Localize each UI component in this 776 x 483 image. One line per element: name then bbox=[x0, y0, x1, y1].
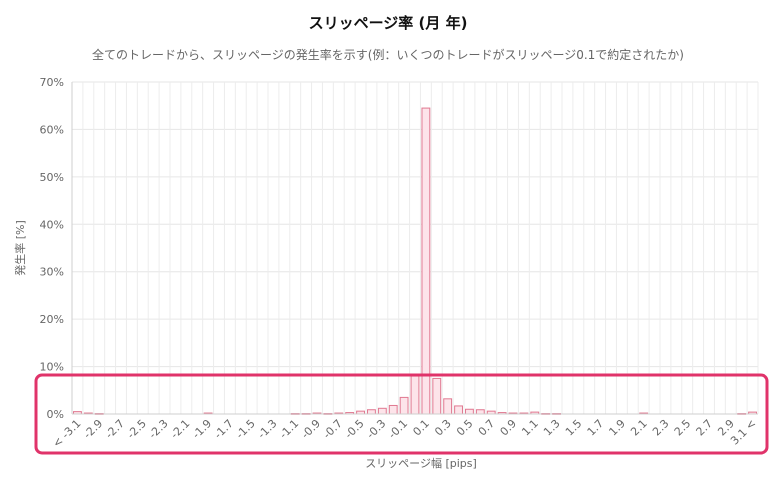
y-tick-label: 20% bbox=[40, 313, 64, 326]
x-tick-label: 1.3 bbox=[541, 417, 563, 439]
x-tick-label: 2.1 bbox=[628, 417, 650, 439]
y-tick-label: 60% bbox=[40, 123, 64, 136]
bar[interactable] bbox=[377, 407, 387, 415]
bar[interactable] bbox=[399, 396, 409, 415]
x-tick-label: 0.5 bbox=[454, 417, 476, 439]
x-tick-label: -2.7 bbox=[103, 417, 127, 441]
y-tick-label: 0% bbox=[47, 408, 64, 421]
x-tick-label: -2.5 bbox=[125, 417, 149, 441]
x-tick-label: < -3.1 bbox=[50, 417, 83, 450]
x-tick-label: 1.5 bbox=[563, 417, 585, 439]
x-tick-label: 3.1 < bbox=[728, 417, 759, 448]
x-tick-label: -1.9 bbox=[190, 417, 214, 441]
chart-title: スリッページ率 (月 年) bbox=[308, 14, 468, 32]
x-tick-label: -1.7 bbox=[212, 417, 236, 441]
x-tick-label: -0.3 bbox=[364, 417, 388, 441]
bar[interactable] bbox=[454, 405, 463, 415]
x-tick-label: -0.9 bbox=[299, 417, 323, 441]
x-tick-label: 2.7 bbox=[694, 417, 716, 439]
y-tick-label: 50% bbox=[40, 171, 64, 184]
highlight-layer bbox=[34, 373, 769, 455]
x-tick-label: 1.1 bbox=[519, 417, 541, 439]
x-tick-label: -2.1 bbox=[168, 417, 192, 441]
x-tick-label: 0.1 bbox=[410, 417, 432, 439]
x-tick-label: 1.9 bbox=[606, 417, 628, 439]
x-tick-label: -1.3 bbox=[255, 417, 279, 441]
bar[interactable] bbox=[367, 409, 376, 415]
x-tick-label: -1.5 bbox=[233, 417, 257, 441]
x-tick-label: 2.5 bbox=[672, 417, 694, 439]
x-tick-label: -1.1 bbox=[277, 417, 301, 441]
x-tick-label: 1.7 bbox=[585, 417, 607, 439]
chart-subtitle: 全てのトレードから、スリッページの発生率を示す(例：いくつのトレードがスリッペー… bbox=[92, 48, 684, 62]
bar[interactable] bbox=[421, 107, 431, 415]
y-tick-label: 30% bbox=[40, 266, 64, 279]
x-tick-label: 0.3 bbox=[432, 417, 454, 439]
x-tick-label: 0.9 bbox=[498, 417, 520, 439]
bar[interactable] bbox=[475, 409, 485, 415]
x-axis-title: スリッページ幅 [pips] bbox=[365, 457, 477, 470]
bar[interactable] bbox=[432, 377, 442, 415]
y-tick-label: 70% bbox=[40, 76, 64, 89]
bar[interactable] bbox=[410, 375, 420, 415]
x-tick-label: 2.3 bbox=[650, 417, 672, 439]
x-tick-label: 0.7 bbox=[476, 417, 498, 439]
y-tick-label: 10% bbox=[40, 361, 64, 374]
bar-layer bbox=[73, 107, 757, 415]
y-tick-label: 40% bbox=[40, 218, 64, 231]
y-axis-title: 発生率 [%] bbox=[13, 220, 27, 276]
x-tick-label: -0.1 bbox=[386, 417, 410, 441]
x-tick-label: -2.9 bbox=[81, 417, 105, 441]
x-tick-label: -0.5 bbox=[342, 417, 366, 441]
highlight-box bbox=[34, 373, 769, 455]
grid-layer bbox=[71, 81, 759, 415]
bar[interactable] bbox=[465, 408, 474, 415]
bar[interactable] bbox=[388, 404, 398, 415]
x-tick-label: -2.3 bbox=[146, 417, 170, 441]
bar[interactable] bbox=[443, 398, 453, 415]
x-tick-label: -0.7 bbox=[321, 417, 345, 441]
